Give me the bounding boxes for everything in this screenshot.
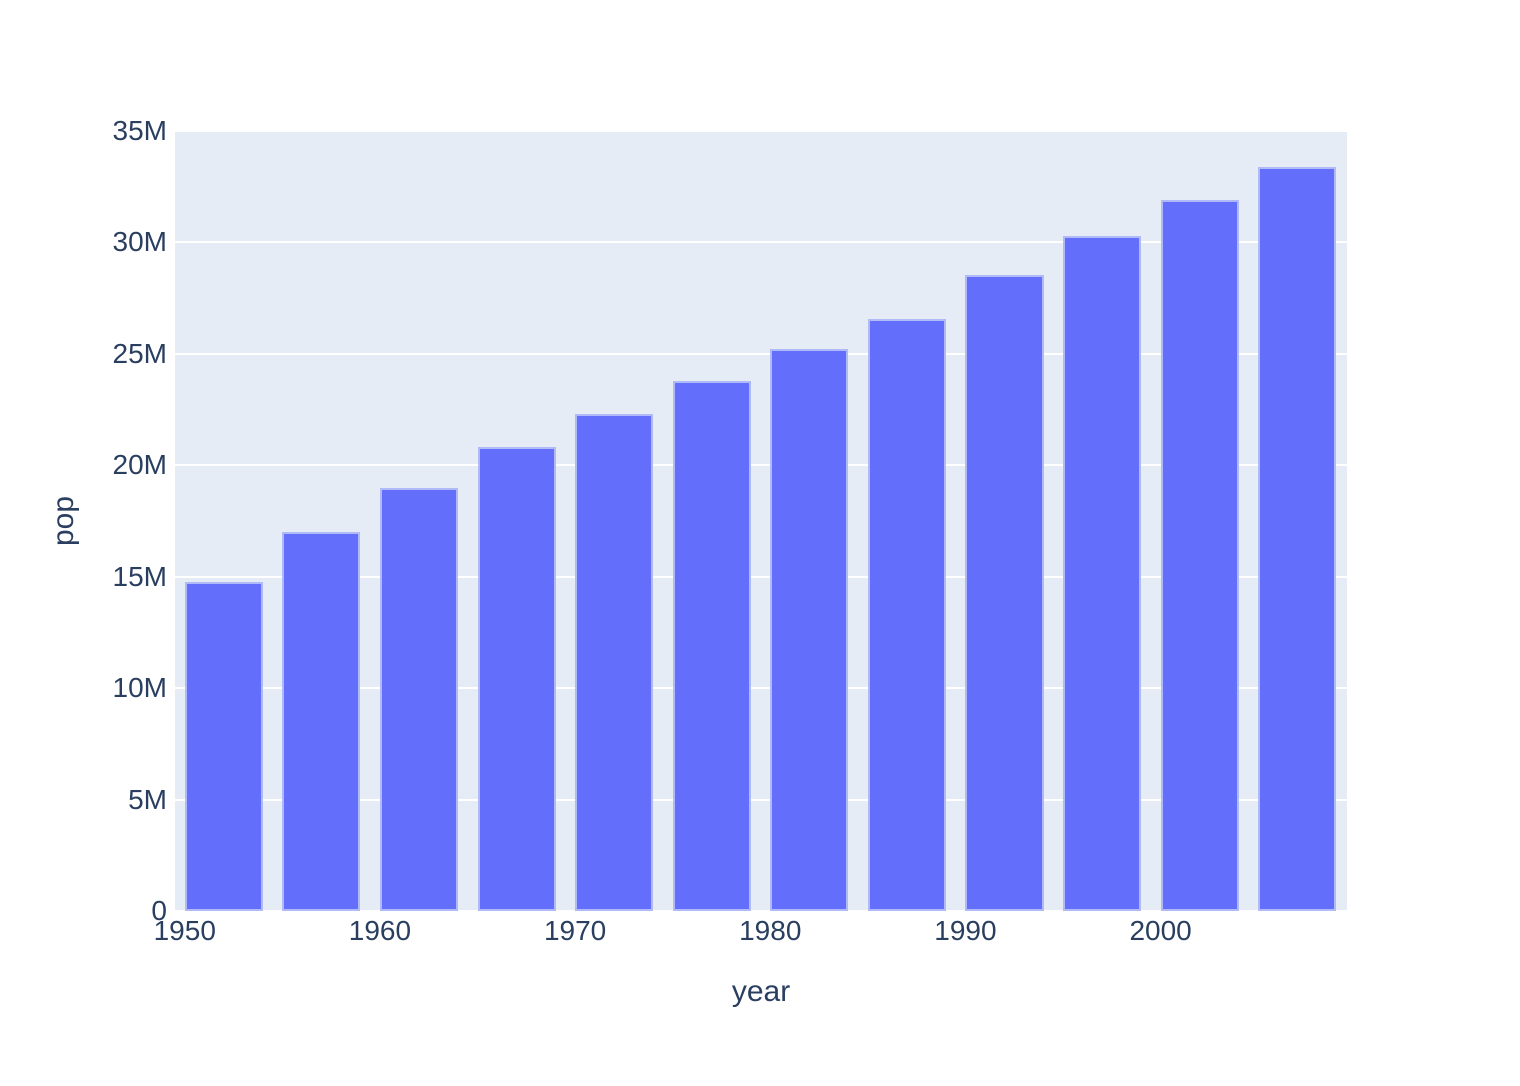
bar-1992[interactable] [965, 275, 1044, 911]
y-tick-label: 15M [112, 560, 167, 592]
gridline [175, 687, 1347, 690]
gridline [175, 241, 1347, 244]
bar-1957[interactable] [282, 531, 361, 911]
gridline [175, 464, 1347, 467]
x-axis-title: year [731, 975, 791, 1008]
y-tick-label: 25M [112, 337, 167, 369]
y-tick-label: 0 [151, 895, 167, 926]
bar-1967[interactable] [477, 447, 556, 911]
gridline [175, 798, 1347, 801]
gridline [175, 131, 1347, 132]
bar-1972[interactable] [575, 414, 654, 911]
y-axis-tick-labels: 0 5M 10M 15M 20M 25M 30M 35M [0, 117, 167, 925]
y-tick-label: 10M [112, 672, 167, 704]
x-tick-label: 1960 [348, 915, 412, 946]
x-tick-label: 1990 [934, 915, 997, 946]
bar-1962[interactable] [379, 487, 458, 911]
y-tick-label: 30M [112, 226, 167, 258]
gridline [175, 910, 1347, 911]
bar-1982[interactable] [770, 349, 849, 911]
gridline [175, 352, 1347, 355]
bar-1987[interactable] [867, 319, 946, 911]
bar-2007[interactable] [1258, 166, 1337, 911]
x-tick-label: 1980 [739, 915, 802, 946]
gridline [175, 575, 1347, 578]
bar-1952[interactable] [184, 581, 263, 911]
x-axis-tick-labels: 1950 1960 1970 1980 1990 2000 [154, 915, 1347, 957]
x-tick-label: 2000 [1129, 915, 1192, 946]
bar-1977[interactable] [672, 380, 751, 911]
x-tick-label: 1970 [543, 915, 607, 946]
y-tick-label: 5M [128, 783, 167, 815]
plot-area[interactable] [175, 131, 1347, 911]
y-tick-label: 20M [112, 449, 167, 481]
bar-1997[interactable] [1063, 235, 1142, 911]
bar-2002[interactable] [1160, 200, 1239, 911]
y-tick-label: 35M [112, 115, 167, 146]
x-tick-label: 1950 [153, 915, 216, 946]
